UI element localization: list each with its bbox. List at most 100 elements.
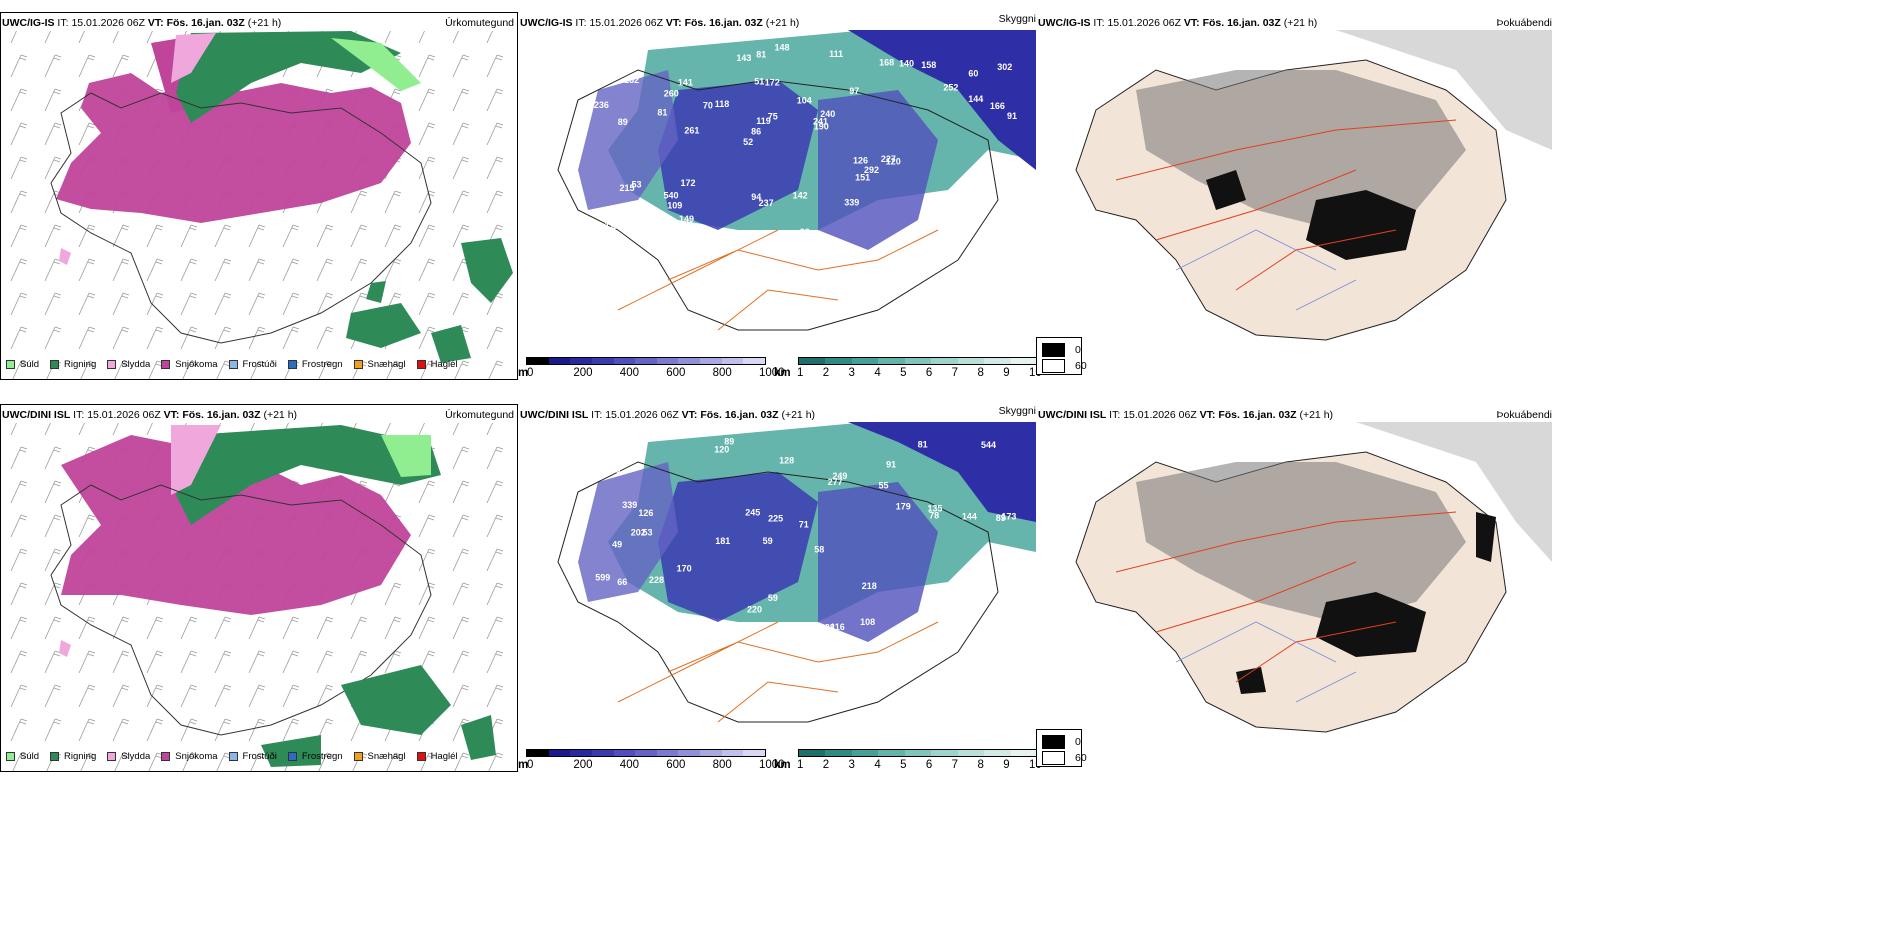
legend-swatch bbox=[6, 360, 15, 369]
row1-fog-map bbox=[1036, 30, 1552, 352]
row1-ceiling-panel: UWC/IG-IS IT: 15.01.2026 06Z VT: Fös. 16… bbox=[518, 12, 1042, 380]
ceiling-value-label: 179 bbox=[896, 502, 911, 512]
colorbar-tick: 0 bbox=[527, 759, 534, 771]
ceiling-value-label: 89 bbox=[996, 513, 1006, 523]
legend-item: Snæhagl bbox=[353, 751, 406, 762]
ceiling-value-label: 292 bbox=[864, 165, 879, 175]
ceiling-value-label: 202 bbox=[631, 528, 646, 538]
colorbar-cell bbox=[721, 358, 744, 364]
row1-precip-legend: Súld Rigning Slydda Snjókoma Frostúði Fr… bbox=[6, 359, 469, 370]
ceiling-value-label: 66 bbox=[617, 577, 627, 587]
colorbar-tick: 600 bbox=[666, 367, 686, 379]
row2-precip-header: UWC/DINI ISL IT: 15.01.2026 06Z VT: Fös.… bbox=[2, 409, 298, 421]
colorbar-cell bbox=[635, 358, 657, 364]
legend-swatch bbox=[50, 360, 60, 369]
colorbar-tick: 4 bbox=[874, 759, 881, 771]
ceiling-value-label: 51 bbox=[754, 77, 764, 87]
colorbar-cell bbox=[635, 750, 657, 756]
ceiling-value-label: 126 bbox=[638, 508, 653, 518]
colorbar-tick: 5 bbox=[900, 759, 907, 771]
legend-swatch bbox=[416, 360, 426, 369]
ceiling-value-label: 58 bbox=[814, 545, 824, 555]
colorbar-tick: 2 bbox=[822, 367, 830, 379]
ceiling-value-label: 59 bbox=[763, 536, 773, 546]
row1-precip-title: Úrkomutegund bbox=[445, 17, 514, 29]
legend-item: Súld bbox=[6, 359, 39, 370]
legend-item: Snjókoma bbox=[161, 751, 218, 762]
legend-swatch bbox=[6, 752, 15, 761]
colorbar-cell bbox=[656, 750, 679, 756]
ceiling-value-label: 170 bbox=[677, 564, 692, 574]
ceiling-value-label: 245 bbox=[745, 508, 760, 518]
colorbar-cell bbox=[678, 358, 701, 364]
legend-swatch bbox=[416, 752, 426, 761]
ceiling-value-label: 190 bbox=[814, 122, 829, 132]
ceiling-value-label: 99 bbox=[928, 217, 938, 227]
colorbar-tick: 8 bbox=[977, 367, 984, 379]
legend-swatch bbox=[161, 360, 171, 369]
ceiling-value-label: 236 bbox=[594, 100, 609, 110]
row2-fog-legend: 0 60 bbox=[1036, 729, 1087, 767]
snow-area bbox=[61, 435, 411, 615]
iceland-outline bbox=[50, 484, 432, 736]
colorbar-cell bbox=[548, 358, 571, 364]
ceiling-value-label: 144 bbox=[968, 94, 983, 104]
row2-visibility-colorbar: km 12345678910 bbox=[774, 749, 1044, 775]
ceiling-value-label: 118 bbox=[715, 99, 730, 109]
colorbar-cell bbox=[799, 358, 826, 364]
ceiling-value-label: 158 bbox=[921, 60, 936, 70]
row2-fog-panel: UWC/DINI ISL IT: 15.01.2026 06Z VT: Fös.… bbox=[1036, 404, 1552, 744]
colorbar-cell bbox=[700, 358, 722, 364]
row1-ceiling-header: UWC/IG-IS IT: 15.01.2026 06Z VT: Fös. 16… bbox=[520, 17, 800, 29]
ceiling-value-label: 228 bbox=[649, 575, 664, 585]
legend-swatch bbox=[228, 360, 238, 369]
ceiling-value-label: 111 bbox=[829, 49, 843, 59]
colorbar-tick: 8 bbox=[977, 759, 984, 771]
ceiling-value-label: 119 bbox=[756, 116, 771, 126]
legend-item: Snjókoma bbox=[161, 359, 218, 370]
colorbar-cell bbox=[613, 750, 636, 756]
ceiling-value-label: 86 bbox=[751, 127, 761, 137]
row1-visibility-colorbar: km 12345678910 bbox=[774, 357, 1044, 383]
ceiling-value-label: 149 bbox=[679, 214, 694, 224]
row1-fog-legend: 0 60 bbox=[1036, 337, 1087, 375]
ceiling-value-label: 91 bbox=[886, 460, 896, 470]
rain-area bbox=[176, 425, 441, 525]
ceiling-value-label: 194 bbox=[601, 227, 616, 237]
colorbar-cell bbox=[656, 358, 679, 364]
row1-fog-header: UWC/IG-IS IT: 15.01.2026 06Z VT: Fös. 16… bbox=[1038, 17, 1318, 29]
colorbar-tick: 5 bbox=[900, 367, 907, 379]
ceiling-value-label: 242 bbox=[1004, 572, 1019, 582]
ceiling-value-label: 70 bbox=[703, 100, 713, 110]
ceiling-value-label: 209 bbox=[956, 196, 971, 206]
iceland-outline bbox=[50, 92, 432, 344]
ceiling-value-label: 109 bbox=[667, 201, 682, 211]
ceiling-value-label: 81 bbox=[918, 440, 928, 450]
visibility-strip bbox=[798, 749, 1038, 757]
colorbar-cell bbox=[613, 358, 636, 364]
ceiling-value-label: 220 bbox=[961, 217, 976, 227]
ceiling-value-label: 148 bbox=[775, 42, 790, 52]
colorbar-cell bbox=[700, 750, 722, 756]
ceiling-value-label: 303 bbox=[939, 592, 954, 602]
colorbar-tick: 3 bbox=[848, 367, 855, 379]
rain-area bbox=[176, 31, 401, 123]
colorbar-tick: 1 bbox=[797, 759, 804, 771]
ceiling-value-label: 55 bbox=[879, 480, 889, 490]
colorbar-cell bbox=[878, 358, 905, 364]
row2-fog-header: UWC/DINI ISL IT: 15.01.2026 06Z VT: Fös.… bbox=[1038, 409, 1334, 421]
colorbar-cell bbox=[799, 750, 826, 756]
colorbar-tick: 800 bbox=[712, 759, 732, 771]
legend-swatch bbox=[50, 752, 60, 761]
colorbar-tick: 9 bbox=[1003, 367, 1010, 379]
ceiling-value-label: 158 bbox=[721, 623, 736, 633]
ceiling-value-label: 237 bbox=[759, 198, 774, 208]
ceiling-value-label: 126 bbox=[853, 155, 868, 165]
ceiling-value-label: 249 bbox=[832, 471, 847, 481]
colorbar-tick: 1000 bbox=[759, 367, 785, 379]
legend-swatch bbox=[107, 752, 117, 761]
legend-swatch bbox=[161, 752, 171, 761]
colorbar-tick: 9 bbox=[1003, 759, 1010, 771]
colorbar-tick: 400 bbox=[619, 367, 639, 379]
colorbar-cell bbox=[984, 358, 1011, 364]
